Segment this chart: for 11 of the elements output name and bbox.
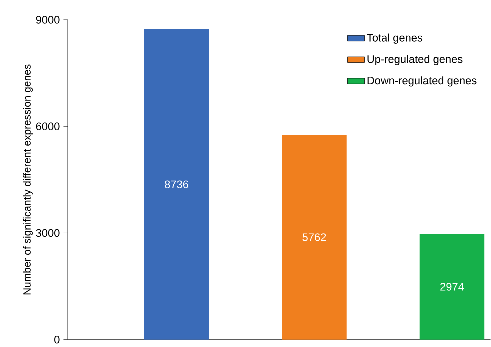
y-axis-title: Number of significantly different expression genes [23,64,34,295]
y-tick-label: 6000 [36,122,60,130]
data-label: 2974 [440,283,464,291]
legend-label: Down-regulated genes [368,76,477,87]
legend-label: Up-regulated genes [368,55,463,66]
y-tick-label: 9000 [36,16,60,24]
y-tick-label: 0 [54,336,60,344]
y-tick-label: 3000 [36,229,60,238]
data-label: 8736 [165,180,188,188]
legend-label: Total genes [367,34,423,44]
data-label: 5762 [302,234,326,242]
